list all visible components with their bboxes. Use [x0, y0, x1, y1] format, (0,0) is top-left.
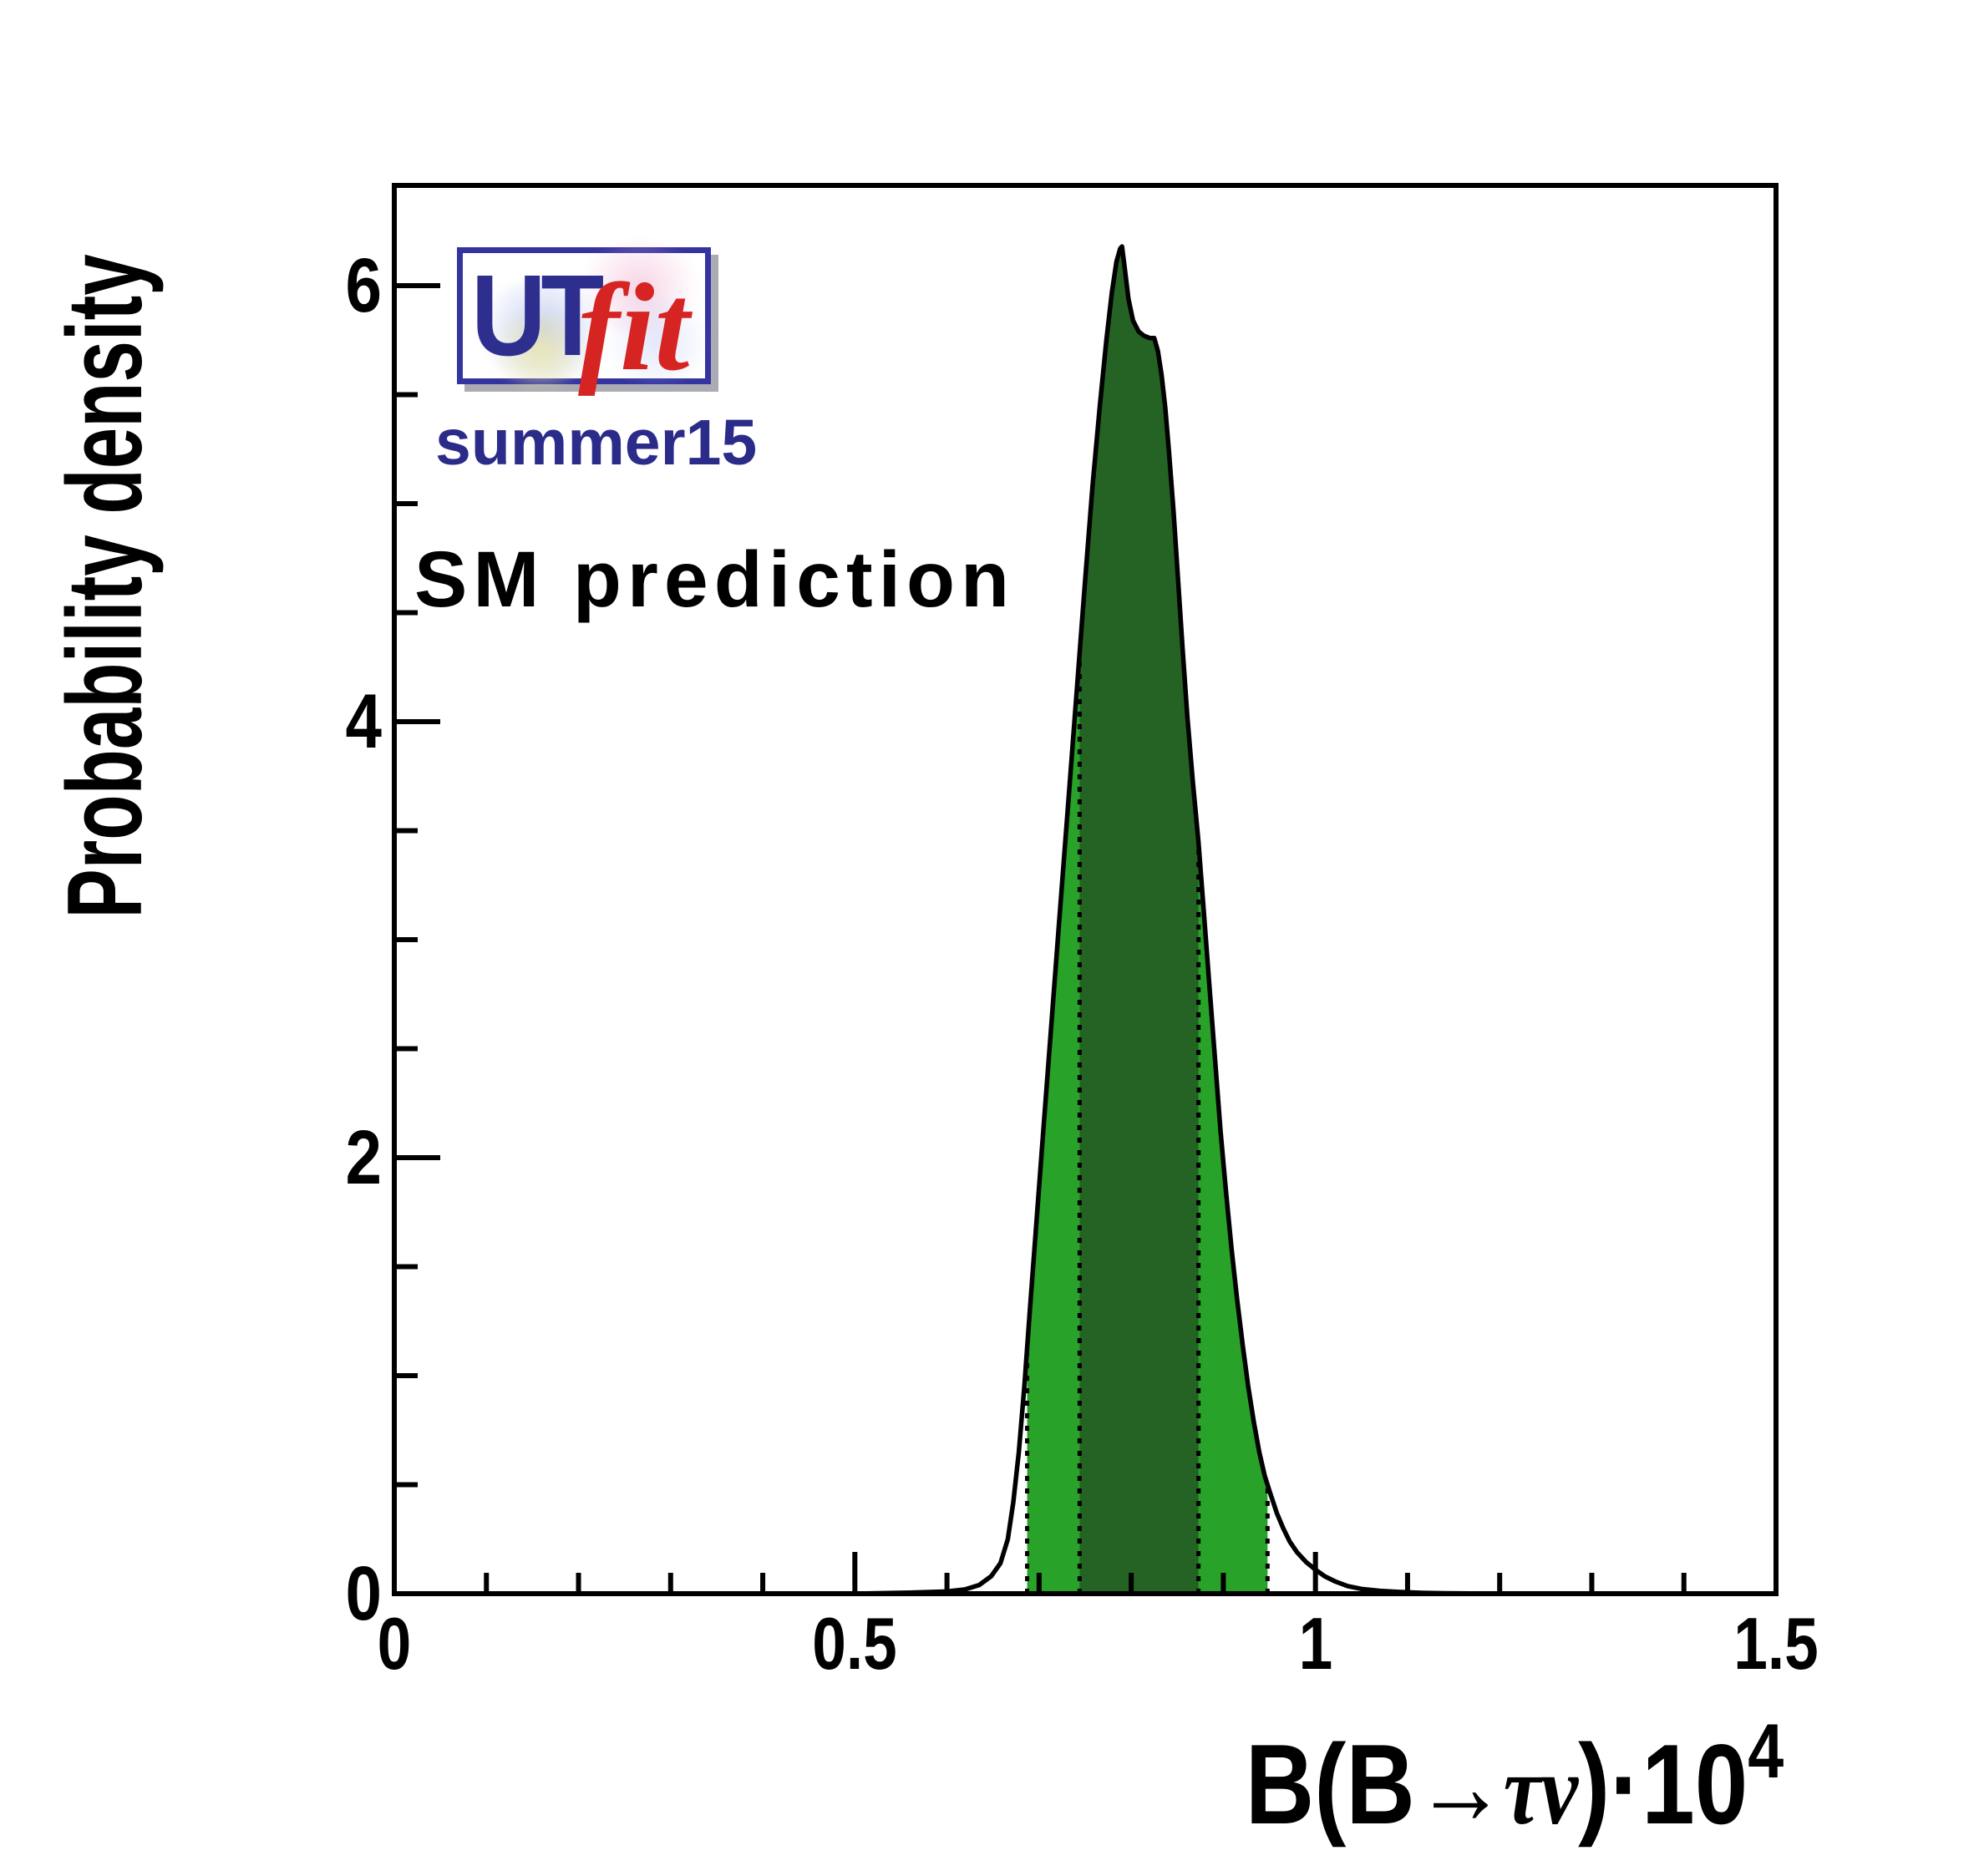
y-tick-label: 6	[345, 243, 382, 329]
utfit-logo: UT fit	[457, 243, 718, 390]
logo-collage-lavender	[596, 297, 718, 385]
x-tick-label: 1	[1298, 1602, 1332, 1685]
edition-label: summer15	[435, 407, 758, 479]
confidence-band-inner	[1079, 246, 1199, 1594]
x-axis-title: B(B→τν)·104	[1245, 1709, 1784, 1849]
y-tick-label: 0	[345, 1551, 382, 1636]
y-axis-title: Probability density	[45, 254, 164, 919]
logo-text-ut: UT	[471, 251, 604, 380]
x-tick-label: 1.5	[1733, 1602, 1819, 1685]
x-axis-title-exponent: 4	[1748, 1709, 1784, 1794]
plot-frame	[392, 183, 1779, 1596]
x-axis-title-suffix: )·10	[1577, 1721, 1748, 1848]
y-tick-label: 2	[345, 1115, 382, 1201]
logo-collage-yellow	[482, 313, 599, 388]
x-axis-title-taunu: τν	[1503, 1734, 1578, 1845]
x-tick-label: 0	[377, 1602, 412, 1685]
x-axis-title-prefix: B(B	[1245, 1721, 1415, 1848]
distribution-curve	[855, 244, 1510, 1596]
y-tick-label: 4	[345, 679, 382, 765]
right-arrow-symbol: →	[1414, 1725, 1506, 1847]
logo-text-fit: fit	[578, 258, 690, 397]
sm-prediction-label: SM prediction	[414, 535, 1016, 624]
x-tick-label: 0.5	[812, 1602, 898, 1685]
